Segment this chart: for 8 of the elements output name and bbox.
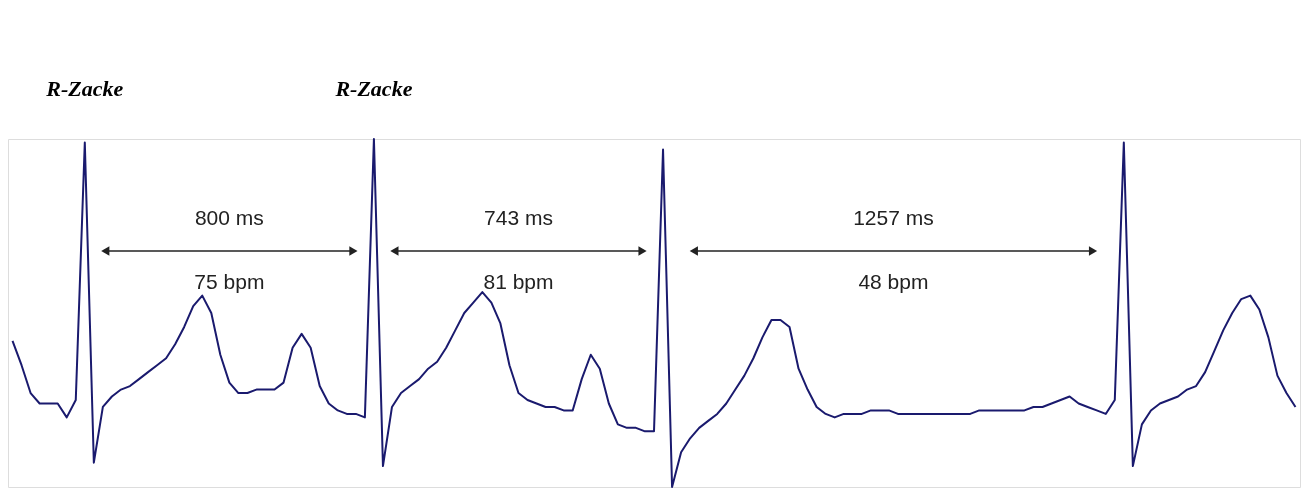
annotation: 743 ms	[484, 206, 553, 229]
text: R-Zacke	[45, 76, 124, 101]
annotation: 75 bpm	[194, 270, 265, 293]
annotation: 48 bpm	[858, 270, 929, 293]
annotation: 800 ms	[194, 206, 264, 229]
annotation: 81 bpm	[483, 270, 554, 293]
annotation: 1257 ms	[853, 206, 934, 229]
text: R-Zacke	[334, 76, 413, 101]
